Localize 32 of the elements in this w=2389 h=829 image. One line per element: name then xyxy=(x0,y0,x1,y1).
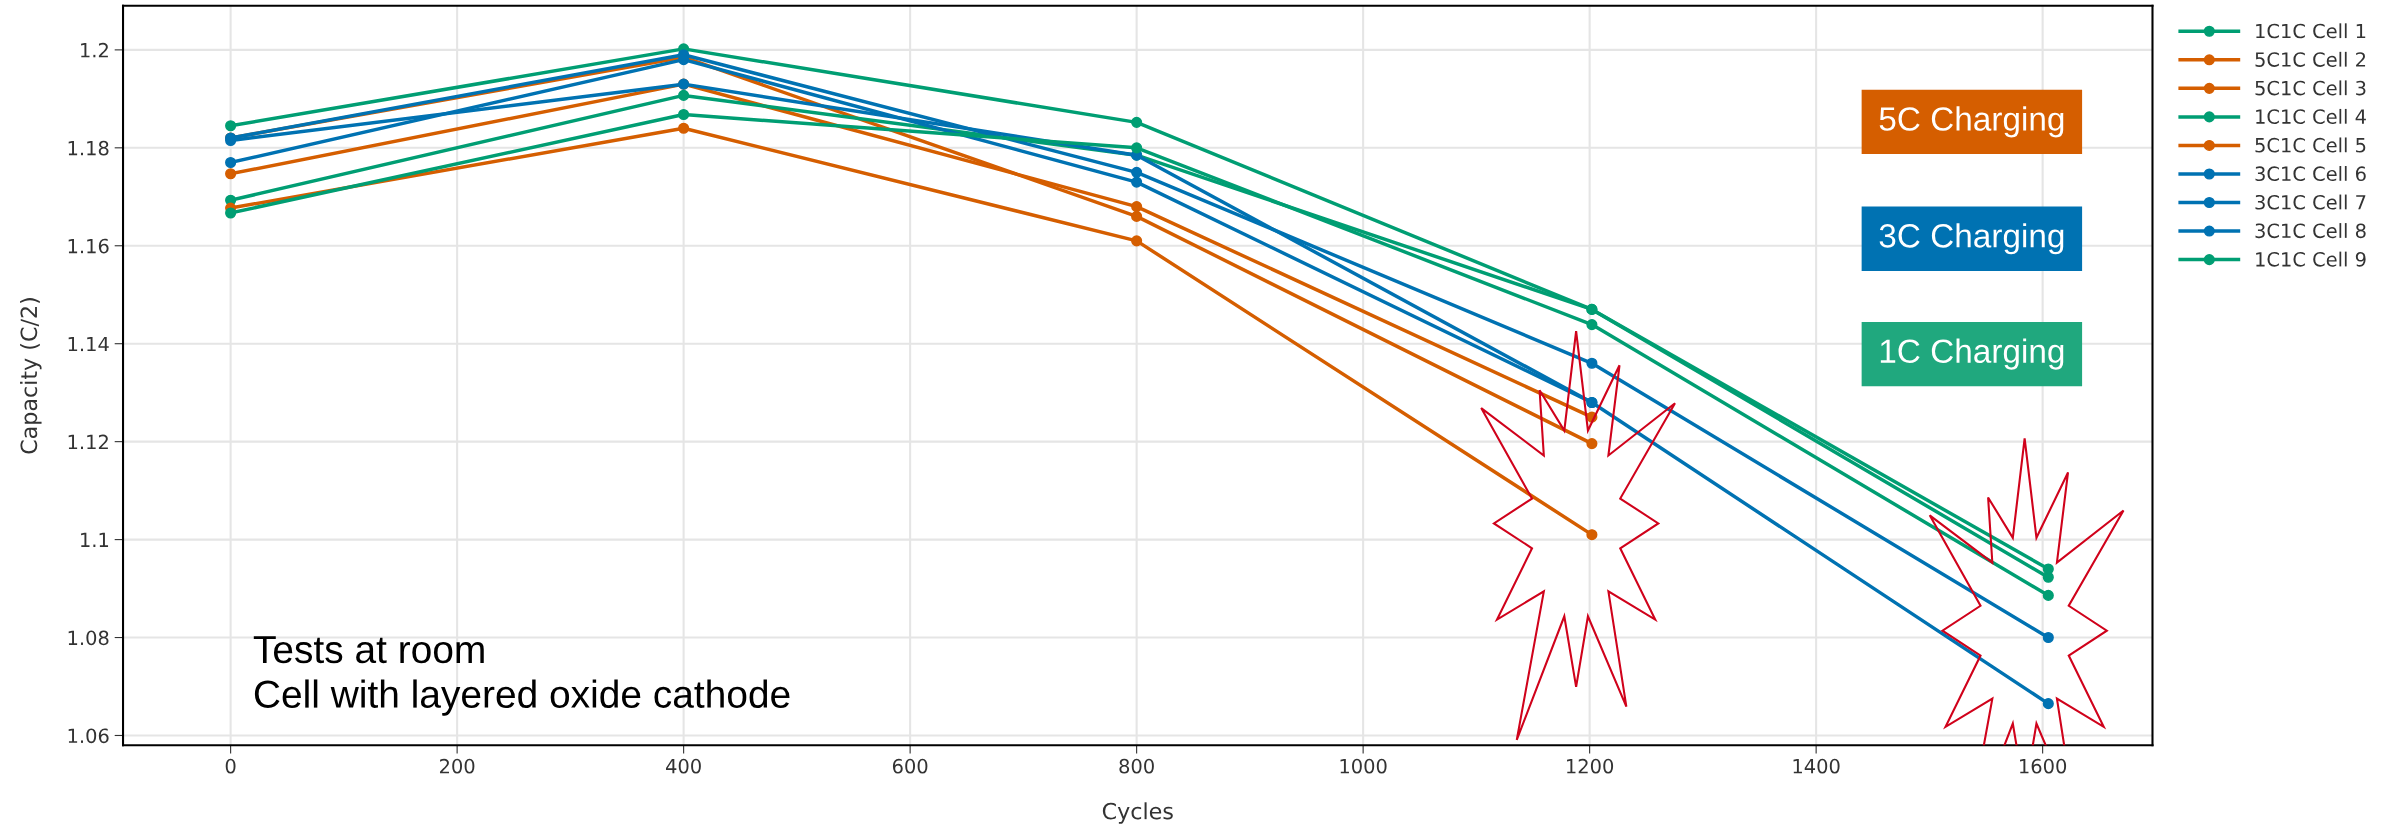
x-tick-label: 1600 xyxy=(2020,758,2067,774)
y-tick-label: 1.06 xyxy=(68,728,109,744)
annotation: 1C Charging xyxy=(1880,338,2064,370)
legend-label: 3C1C Cell 6 xyxy=(2255,166,2366,182)
x-tick-label: 800 xyxy=(1119,758,1154,774)
y-tick-label: 1.2 xyxy=(81,42,108,58)
legend-label: 5C1C Cell 3 xyxy=(2255,80,2366,96)
y-tick-label: 1.08 xyxy=(68,630,109,646)
x-tick-label: 1000 xyxy=(1340,758,1387,774)
x-tick-label: 1400 xyxy=(1793,758,1840,774)
y-axis-title: Capacity (C/2) xyxy=(20,298,42,454)
legend-label: 1C1C Cell 9 xyxy=(2256,251,2366,267)
y-tick-label: 1.18 xyxy=(68,140,109,156)
x-tick-label: 200 xyxy=(439,758,475,774)
legend-label: 3C1C Cell 7 xyxy=(2255,194,2366,210)
legend-label: 5C1C Cell 2 xyxy=(2255,51,2366,67)
y-tick-label: 1.1 xyxy=(81,532,109,547)
annotation: Tests at room Cell with layered oxide cathode xyxy=(253,636,790,716)
x-axis-title: Cycles xyxy=(1102,802,1173,824)
y-tick-label: 1.14 xyxy=(68,336,109,352)
x-tick-label: 600 xyxy=(892,758,928,774)
legend-label: 3C1C Cell 8 xyxy=(2255,223,2366,239)
annotation: 3C Charging xyxy=(1879,223,2064,255)
x-tick-label: 0 xyxy=(225,758,236,774)
legend-label: 5C1C Cell 5 xyxy=(2255,137,2366,153)
x-tick-label: 1200 xyxy=(1567,758,1614,774)
x-tick-label: 400 xyxy=(666,758,701,774)
y-tick-label: 1.16 xyxy=(68,238,109,254)
legend-label: 1C1C Cell 4 xyxy=(2256,108,2366,124)
y-tick-label: 1.12 xyxy=(68,434,108,450)
legend-label: 1C1C Cell 1 xyxy=(2256,23,2366,39)
annotation: 5C Charging xyxy=(1879,106,2064,138)
